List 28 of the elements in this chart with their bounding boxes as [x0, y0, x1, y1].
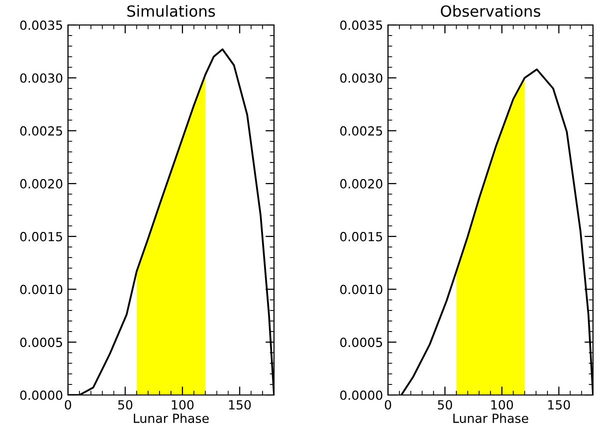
- x-tick-label: 0: [64, 400, 72, 410]
- x-tick-label: 0: [384, 400, 392, 410]
- x-tick-label: 100: [172, 400, 194, 410]
- y-tick-label: 0.0005: [340, 338, 382, 348]
- y-tick-label: 0.0030: [20, 73, 62, 83]
- y-tick-label: 0.0025: [340, 126, 382, 136]
- y-tick-label: 0.0010: [340, 284, 382, 294]
- chart-title: Observations: [440, 5, 540, 17]
- x-tick-label: 150: [548, 400, 570, 410]
- x-tick-label: 100: [491, 400, 513, 410]
- x-tick-label: 50: [118, 400, 132, 410]
- y-tick-label: 0.0030: [340, 73, 382, 83]
- x-axis-title: Lunar Phase: [453, 413, 528, 424]
- y-tick-label: 0.0020: [340, 179, 382, 188]
- y-tick-label: 0.0010: [20, 284, 62, 294]
- y-tick-label: 0.0035: [340, 20, 382, 30]
- x-tick-label: 150: [229, 400, 251, 410]
- y-tick-label: 0.0000: [20, 390, 62, 400]
- y-tick-label: 0.0005: [20, 338, 62, 348]
- y-tick-label: 0.0015: [20, 232, 62, 242]
- y-tick-label: 0.0000: [340, 390, 382, 400]
- y-tick-label: 0.0015: [340, 232, 382, 242]
- y-tick-label: 0.0035: [20, 20, 62, 30]
- y-tick-label: 0.0025: [20, 126, 62, 136]
- chart-title: Simulations: [127, 5, 215, 17]
- y-tick-label: 0.0020: [20, 179, 62, 188]
- x-axis-title: Lunar Phase: [134, 413, 209, 424]
- x-tick-label: 50: [438, 400, 452, 410]
